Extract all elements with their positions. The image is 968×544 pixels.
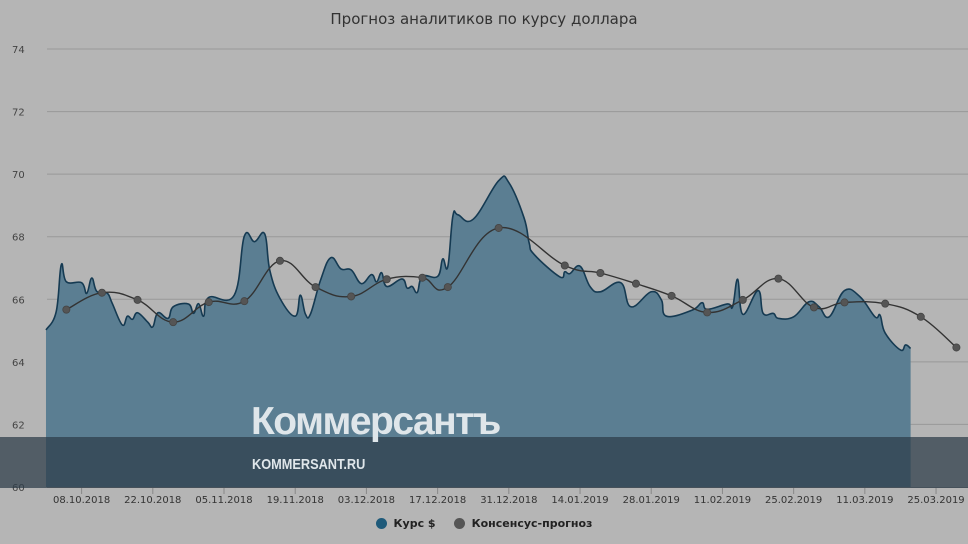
x-tick-label: 31.12.2018 <box>480 495 537 506</box>
x-tick-label: 25.02.2019 <box>765 495 822 506</box>
consensus-point <box>62 305 71 314</box>
consensus-point <box>311 283 320 292</box>
x-tick-label: 11.03.2019 <box>836 495 893 506</box>
legend-item-rate[interactable]: Курс $ <box>375 517 436 530</box>
consensus-point <box>916 312 925 321</box>
legend-rate-marker-icon <box>375 518 387 529</box>
legend-rate-label: Курс $ <box>393 517 436 530</box>
consensus-point <box>97 288 106 297</box>
y-tick-label: 70 <box>12 170 25 181</box>
y-tick-label: 62 <box>12 420 25 431</box>
y-tick-label: 68 <box>12 233 25 244</box>
y-tick-label: 64 <box>12 358 25 369</box>
kommersant-site: KOMMERSANT.RU <box>252 456 366 473</box>
consensus-point <box>133 295 142 304</box>
consensus-point <box>667 291 676 300</box>
consensus-point <box>418 273 427 282</box>
consensus-point <box>169 318 178 327</box>
x-tick-label: 08.10.2018 <box>53 495 110 506</box>
x-tick-label: 11.02.2019 <box>694 495 751 506</box>
x-tick-label: 22.10.2018 <box>124 495 181 506</box>
consensus-point <box>774 274 783 283</box>
y-tick-label: 66 <box>12 295 25 306</box>
consensus-point <box>347 292 356 301</box>
consensus-point <box>738 295 747 304</box>
consensus-point <box>560 261 569 270</box>
rate-area <box>45 176 911 487</box>
y-tick-label: 72 <box>12 108 25 119</box>
x-tick-label: 05.11.2018 <box>195 495 252 506</box>
y-tick-label: 74 <box>12 45 25 56</box>
legend-item-consensus[interactable]: Консенсус-прогноз <box>453 517 593 530</box>
x-tick-label: 28.01.2019 <box>623 495 680 506</box>
consensus-point <box>494 223 503 232</box>
consensus-point <box>881 299 890 308</box>
consensus-point <box>596 269 605 278</box>
x-tick-label: 19.11.2018 <box>267 495 324 506</box>
consensus-point <box>204 298 213 307</box>
consensus-point <box>631 279 640 288</box>
legend-consensus-marker-icon <box>453 518 465 529</box>
y-tick-label: 60 <box>12 483 25 494</box>
x-tick-label: 17.12.2018 <box>409 495 466 506</box>
consensus-point <box>703 308 712 317</box>
legend-consensus-label: Консенсус-прогноз <box>471 517 593 530</box>
consensus-point <box>240 297 249 306</box>
legend: Курс $ Консенсус-прогноз <box>0 517 968 530</box>
kommersant-logo: Коммерсантъ <box>251 400 501 443</box>
watermark-band <box>0 437 968 488</box>
consensus-point <box>382 275 391 284</box>
consensus-point <box>809 303 818 312</box>
chart-title: Прогноз аналитиков по курсу доллара <box>330 10 638 28</box>
consensus-point <box>443 283 452 292</box>
rate-line <box>45 175 912 352</box>
x-tick-label: 03.12.2018 <box>338 495 395 506</box>
x-tick-label: 14.01.2019 <box>551 495 608 506</box>
consensus-point <box>840 298 849 307</box>
consensus-point <box>275 256 284 265</box>
x-tick-label: 25.03.2019 <box>907 495 964 506</box>
consensus-point <box>952 343 961 352</box>
